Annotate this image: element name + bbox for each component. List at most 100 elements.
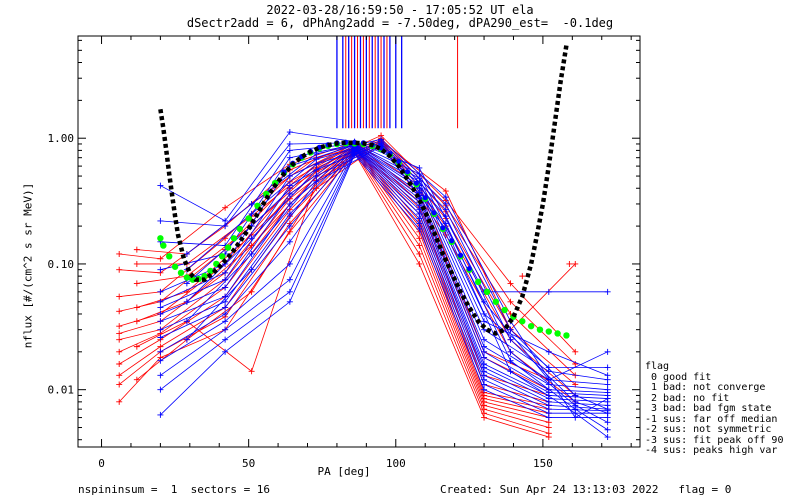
- legend-item: 1 bad: not converge: [645, 382, 766, 393]
- blue-series-point: [545, 348, 552, 355]
- red-series-point: [116, 398, 123, 405]
- blue-series-point: [313, 173, 320, 180]
- blue-series-point: [481, 354, 488, 361]
- blue-series-point: [222, 217, 229, 224]
- blue-fit-point: [431, 210, 437, 216]
- blue-series-line: [160, 153, 608, 418]
- x-axis-label: PA [deg]: [317, 465, 371, 478]
- black-fit-line: [158, 44, 569, 336]
- blue-series-point: [157, 386, 164, 393]
- blue-series-point: [286, 210, 293, 217]
- blue-series-point: [286, 276, 293, 283]
- footer-created-info: Created: Sun Apr 24 13:13:03 2022 flag =…: [440, 483, 732, 496]
- blue-series-point: [416, 220, 423, 227]
- blue-series-point: [157, 182, 164, 189]
- blue-series-point: [157, 372, 164, 379]
- blue-fit-point: [457, 252, 464, 258]
- blue-fit-point: [396, 158, 402, 165]
- footer-spin-info: nspininsum = 1 sectors = 16: [78, 483, 271, 496]
- blue-series-line: [160, 145, 608, 385]
- red-series-point: [116, 381, 123, 388]
- green-fit-point: [230, 235, 238, 242]
- blue-series-point: [222, 284, 229, 291]
- red-series-point: [507, 280, 514, 287]
- title-line-1: 2022-03-28/16:59:50 - 17:05:52 UT ela: [266, 3, 534, 17]
- blue-series-point: [481, 386, 488, 393]
- red-series-point: [416, 260, 423, 267]
- blue-series-line: [160, 149, 608, 406]
- x-tick-label: 150: [533, 457, 553, 470]
- blue-series-point: [157, 310, 164, 317]
- blue-series-point: [286, 223, 293, 230]
- green-fit-point: [527, 322, 535, 330]
- blue-series-point: [157, 318, 164, 325]
- red-series-point: [313, 185, 320, 192]
- blue-series-point: [248, 266, 255, 273]
- blue-series-point: [313, 166, 320, 173]
- blue-series-line: [160, 142, 608, 381]
- blue-series-point: [286, 260, 293, 267]
- blue-series-point: [572, 392, 579, 399]
- blue-series-point: [286, 147, 293, 154]
- y-tick-label: 0.10: [48, 258, 75, 271]
- green-fit-point: [166, 253, 173, 260]
- red-series-point: [133, 376, 140, 383]
- legend-item: -4 sus: peaks high var: [645, 445, 778, 456]
- blue-series-line: [160, 143, 608, 368]
- blue-series-point: [286, 154, 293, 161]
- blue-series-point: [604, 348, 611, 355]
- red-series-point: [481, 414, 488, 421]
- plot-frame: [77, 35, 641, 448]
- green-fit-point: [245, 215, 252, 222]
- green-fit-point: [474, 278, 482, 286]
- blue-series-point: [183, 280, 190, 287]
- blue-series-point: [442, 206, 449, 213]
- x-tick-label: 100: [386, 457, 406, 470]
- blue-series-point: [157, 334, 164, 341]
- blue-fit-point: [440, 225, 446, 231]
- green-fit-point: [171, 263, 179, 270]
- green-fit-point: [545, 328, 552, 335]
- blue-series-line: [160, 146, 608, 393]
- title-line-2: dSectr2add = 6, dPhAng2add = -7.50deg, d…: [186, 16, 614, 30]
- blue-series-point: [157, 298, 164, 305]
- blue-series-point: [286, 140, 293, 147]
- blue-series-point: [604, 288, 611, 295]
- blue-series-point: [604, 381, 611, 388]
- blue-series-line: [186, 142, 608, 414]
- blue-series-point: [157, 288, 164, 295]
- blue-series-point: [286, 129, 293, 136]
- red-series-line: [119, 144, 549, 403]
- blue-series-point: [157, 357, 164, 364]
- blue-series-point: [545, 381, 552, 388]
- red-series-point: [572, 260, 579, 267]
- blue-series-point: [604, 395, 611, 402]
- blue-series-point: [481, 336, 488, 343]
- red-series-line: [119, 141, 549, 381]
- blue-series-point: [442, 194, 449, 201]
- red-series-point: [157, 343, 164, 350]
- blue-series-point: [416, 225, 423, 232]
- blue-series-point: [286, 298, 293, 305]
- x-tick-label: 50: [242, 457, 255, 470]
- blue-series-point: [442, 213, 449, 220]
- red-series-line: [119, 143, 549, 396]
- red-series-point: [572, 348, 579, 355]
- blue-series-line: [160, 149, 608, 410]
- blue-fit-point: [422, 195, 428, 201]
- green-fit-point: [501, 306, 508, 314]
- blue-series-point: [222, 336, 229, 343]
- blue-series-point: [286, 182, 293, 189]
- green-fit-point: [563, 332, 570, 339]
- blue-series-point: [507, 336, 514, 343]
- green-fit-point: [519, 318, 526, 325]
- legend-item: 0 good fit: [645, 371, 712, 383]
- red-series-point: [442, 188, 449, 195]
- blue-series-point: [604, 364, 611, 371]
- blue-series-line: [160, 147, 608, 396]
- red-series-point: [116, 330, 123, 337]
- red-marker: [566, 260, 573, 267]
- blue-series-line: [160, 144, 608, 381]
- blue-series-point: [248, 250, 255, 257]
